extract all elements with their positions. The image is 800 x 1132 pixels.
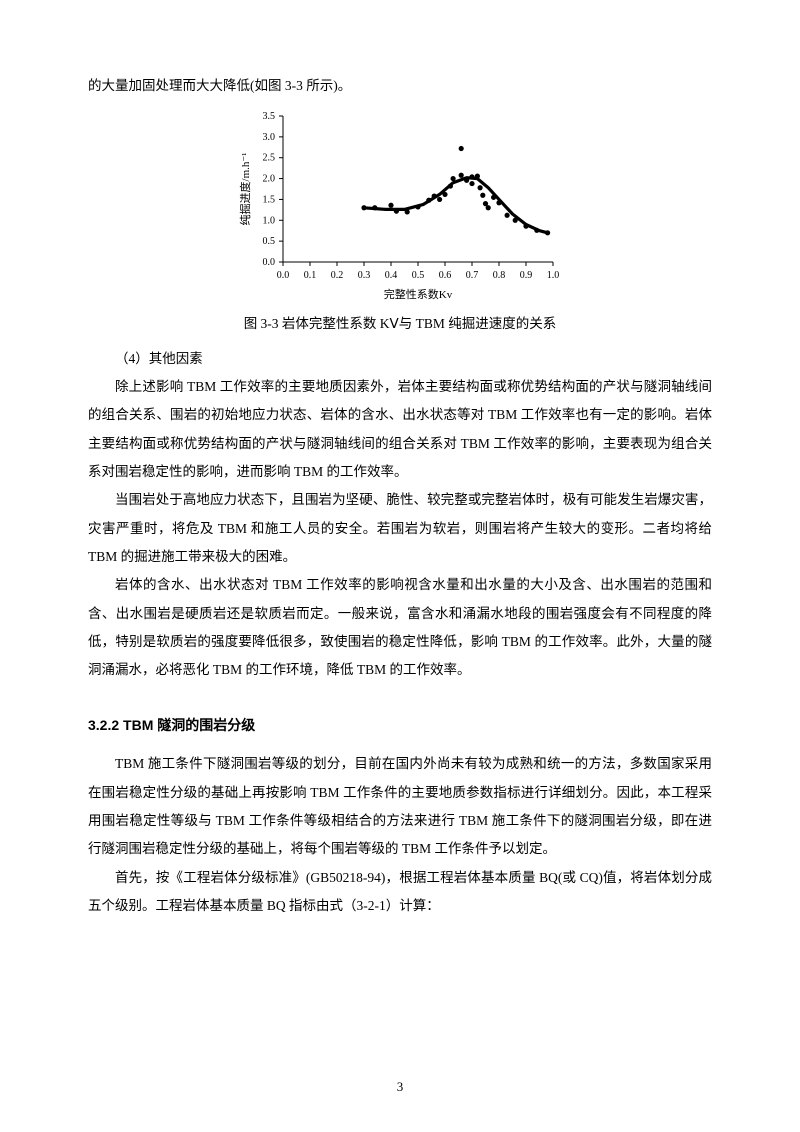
svg-text:1.0: 1.0 [547, 270, 560, 281]
sub4-title: （4）其他因素 [88, 345, 712, 373]
svg-text:0.3: 0.3 [358, 270, 371, 281]
svg-text:2.5: 2.5 [263, 153, 276, 164]
figure-3-3-wrap: 0.0 0.1 0.2 0.3 0.4 0.5 0.6 0.7 0.8 0.9 1.0 0.0 0.5 1… [88, 106, 712, 306]
figure-3-3-caption: 图 3-3 岩体完整性系数 KⅤ与 TBM 纯掘进速度的关系 [88, 310, 712, 338]
paragraph-3: 岩体的含水、出水状态对 TBM 工作效率的影响视含水量和出水量的大小及含、出水围… [88, 571, 712, 684]
paragraph-5: 首先，按《工程岩体分级标准》(GB50218-94)，根据工程岩体基本质量 BQ… [88, 864, 712, 921]
section-3-2-2-heading: 3.2.2 TBM 隧洞的围岩分级 [88, 711, 712, 740]
svg-text:3.0: 3.0 [263, 132, 276, 143]
svg-text:0.0: 0.0 [277, 270, 290, 281]
svg-text:0.5: 0.5 [263, 236, 276, 247]
svg-text:0.7: 0.7 [466, 270, 479, 281]
page-root: 的大量加固处理而大大降低(如图 3-3 所示)。 0.0 0.1 0.2 0.3 0.4… [0, 0, 800, 1132]
svg-text:1.0: 1.0 [263, 216, 276, 227]
paragraph-4: TBM 施工条件下隧洞围岩等级的划分，目前在国内外尚未有较为成熟和统一的方法，多… [88, 750, 712, 863]
svg-text:0.9: 0.9 [520, 270, 533, 281]
svg-text:2.0: 2.0 [263, 174, 276, 185]
intro-line: 的大量加固处理而大大降低(如图 3-3 所示)。 [88, 72, 712, 100]
svg-text:0.5: 0.5 [412, 270, 425, 281]
svg-text:完整性系数Kv: 完整性系数Kv [384, 287, 453, 301]
paragraph-2: 当围岩处于高地应力状态下，且围岩为坚硬、脆性、较完整或完整岩体时，极有可能发生岩… [88, 486, 712, 571]
svg-text:0.4: 0.4 [385, 270, 398, 281]
svg-text:0.1: 0.1 [304, 270, 317, 281]
page-number: 3 [0, 1073, 800, 1100]
svg-text:0.2: 0.2 [331, 270, 344, 281]
figure-3-3-chart: 0.0 0.1 0.2 0.3 0.4 0.5 0.6 0.7 0.8 0.9 1.0 0.0 0.5 1… [235, 106, 565, 306]
svg-text:1.5: 1.5 [263, 195, 276, 206]
svg-text:0.6: 0.6 [439, 270, 452, 281]
paragraph-1: 除上述影响 TBM 工作效率的主要地质因素外，岩体主要结构面或称优势结构面的产状… [88, 373, 712, 486]
svg-text:0.0: 0.0 [263, 257, 276, 268]
svg-text:0.8: 0.8 [493, 270, 506, 281]
svg-text:3.5: 3.5 [263, 111, 276, 122]
svg-text:纯掘进度/m.h⁻¹: 纯掘进度/m.h⁻¹ [238, 153, 252, 226]
